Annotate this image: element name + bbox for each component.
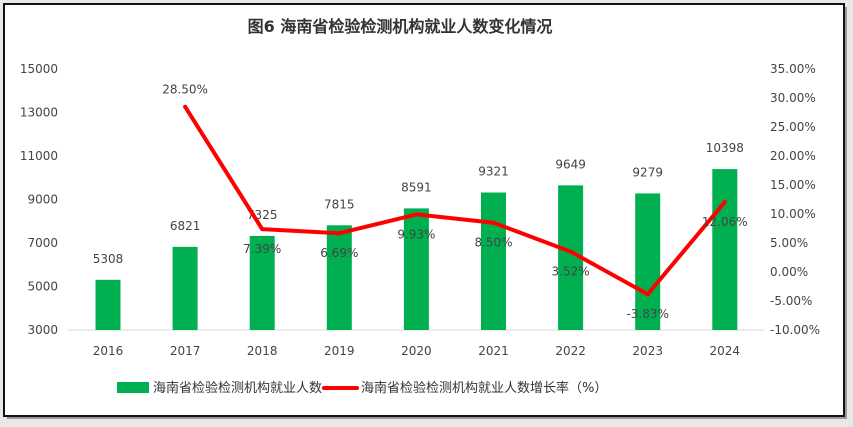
line-label: 8.50% bbox=[474, 236, 512, 250]
line-point bbox=[337, 231, 342, 236]
x-axis-tick: 2017 bbox=[170, 344, 201, 358]
left-axis-tick: 9000 bbox=[27, 193, 58, 207]
x-axis-tick: 2022 bbox=[555, 344, 586, 358]
left-axis-tick: 7000 bbox=[27, 236, 58, 250]
line-label: -3.83% bbox=[626, 307, 668, 321]
legend-bar-swatch bbox=[117, 382, 149, 393]
line-point bbox=[722, 200, 727, 205]
bar-label: 10398 bbox=[706, 141, 744, 155]
line-point bbox=[414, 212, 419, 217]
line-label: 3.52% bbox=[552, 265, 590, 279]
line-label: 12.06% bbox=[702, 215, 748, 229]
right-axis-tick: 15.00% bbox=[770, 178, 816, 192]
growth-line bbox=[183, 105, 727, 297]
bar bbox=[481, 192, 506, 330]
right-axis-tick: 25.00% bbox=[770, 120, 816, 134]
x-axis-tick: 2024 bbox=[710, 344, 741, 358]
left-axis-tick: 5000 bbox=[27, 280, 58, 294]
bar-label: 9649 bbox=[555, 157, 586, 171]
bar bbox=[172, 246, 198, 330]
x-axis-tick: 2019 bbox=[324, 344, 355, 358]
bar bbox=[712, 169, 738, 330]
chart-title: 图6 海南省检验检测机构就业人数变化情况 bbox=[248, 17, 553, 36]
left-axis-tick: 11000 bbox=[20, 149, 58, 163]
bar bbox=[326, 225, 352, 330]
line-point bbox=[183, 104, 188, 109]
line-label: 7.39% bbox=[243, 242, 281, 256]
right-axis-tick: -5.00% bbox=[770, 294, 812, 308]
bar bbox=[403, 208, 429, 330]
plot-area: 3000 5000 7000 9000 11000 13000 15000 -10.00% -5… bbox=[20, 62, 820, 358]
right-axis-tick: 20.00% bbox=[770, 149, 816, 163]
bar bbox=[635, 193, 661, 330]
bar-label: 9321 bbox=[478, 165, 509, 179]
legend-line-label: 海南省检验检测机构就业人数增长率（%） bbox=[361, 380, 607, 396]
right-axis-tick: 30.00% bbox=[770, 91, 816, 105]
left-axis-tick: 3000 bbox=[27, 323, 58, 337]
right-axis-tick: 0.00% bbox=[770, 265, 808, 279]
line-point bbox=[260, 227, 265, 232]
line-label: 28.50% bbox=[162, 83, 208, 97]
x-axis-tick: 2023 bbox=[632, 344, 663, 358]
line-label: 9.93% bbox=[397, 227, 435, 241]
left-axis-tick: 13000 bbox=[20, 106, 58, 120]
bar-label: 5308 bbox=[93, 252, 124, 266]
bar-label: 6821 bbox=[170, 219, 201, 233]
x-axis-tick: 2020 bbox=[401, 344, 432, 358]
bar bbox=[95, 279, 121, 330]
line-label: 6.69% bbox=[320, 246, 358, 260]
legend: 海南省检验检测机构就业人数 海南省检验检测机构就业人数增长率（%） bbox=[117, 380, 607, 396]
right-axis-tick: 35.00% bbox=[770, 62, 816, 76]
bar bbox=[249, 235, 275, 330]
right-axis-tick: 10.00% bbox=[770, 207, 816, 221]
x-axis-tick: 2018 bbox=[247, 344, 278, 358]
bar-label: 7815 bbox=[324, 197, 355, 211]
right-axis-tick: 5.00% bbox=[770, 236, 808, 250]
line-point bbox=[491, 220, 496, 225]
legend-bar-label: 海南省检验检测机构就业人数 bbox=[153, 380, 322, 396]
line-point bbox=[645, 292, 650, 297]
line-point bbox=[568, 249, 573, 254]
x-axis-tick: 2016 bbox=[93, 344, 124, 358]
left-axis-tick: 15000 bbox=[20, 62, 58, 76]
bar-label: 8591 bbox=[401, 180, 432, 194]
right-axis-tick: -10.00% bbox=[770, 323, 820, 337]
bar-label: 9279 bbox=[632, 165, 663, 179]
x-axis-tick: 2021 bbox=[478, 344, 509, 358]
